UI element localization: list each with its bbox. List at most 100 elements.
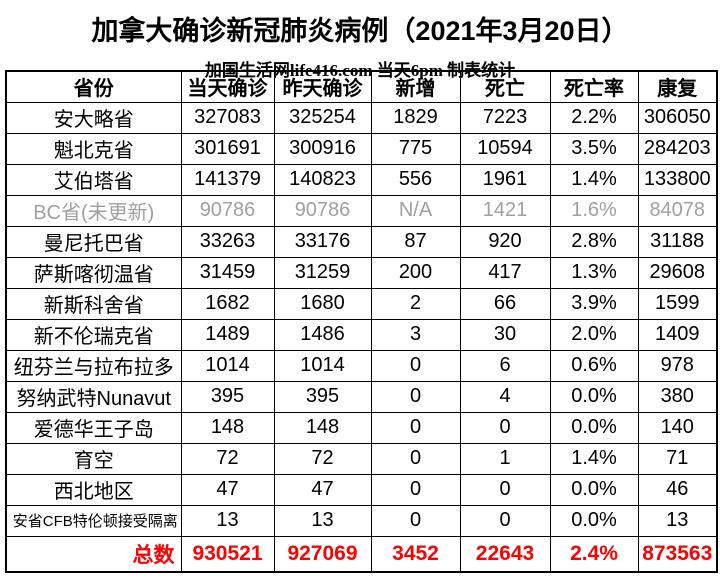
cell-new-cases: 3452 xyxy=(370,535,461,573)
cell-today-confirmed: 148 xyxy=(180,411,275,444)
header-province: 省份 xyxy=(5,70,182,103)
cell-death-rate: 1.4% xyxy=(549,163,639,196)
cell-new-cases: 0 xyxy=(370,504,461,537)
cell-new-cases: 3 xyxy=(370,318,461,351)
cell-province: 魁北克省 xyxy=(5,132,182,165)
cell-death-rate: 1.6% xyxy=(549,194,639,227)
cell-deaths: 0 xyxy=(459,473,551,506)
cell-yesterday-confirmed: 31259 xyxy=(273,256,372,289)
table-row: 魁北克省 301691 300916 775 10594 3.5% 284203 xyxy=(5,132,718,165)
cell-province: 总数 xyxy=(5,535,182,573)
cell-deaths: 4 xyxy=(459,380,551,413)
cell-recovered: 1599 xyxy=(637,287,718,320)
cell-death-rate: 2.4% xyxy=(549,535,639,573)
cell-province: 曼尼托巴省 xyxy=(5,225,182,258)
table-row: 曼尼托巴省 33263 33176 87 920 2.8% 31188 xyxy=(5,225,718,258)
cell-recovered: 46 xyxy=(637,473,718,506)
cell-province: 努纳武特Nunavut xyxy=(5,380,182,413)
cell-recovered: 13 xyxy=(637,504,718,537)
cell-province: 新不伦瑞克省 xyxy=(5,318,182,351)
cell-death-rate: 0.0% xyxy=(549,473,639,506)
cell-yesterday-confirmed: 1680 xyxy=(273,287,372,320)
table-row: 萨斯喀彻温省 31459 31259 200 417 1.3% 29608 xyxy=(5,256,718,289)
cell-death-rate: 0.0% xyxy=(549,380,639,413)
cell-today-confirmed: 327083 xyxy=(180,101,275,134)
cell-deaths: 6 xyxy=(459,349,551,382)
cell-deaths: 22643 xyxy=(459,535,551,573)
table-row: BC省(未更新) 90786 90786 N/A 1421 1.6% 84078 xyxy=(5,194,718,227)
cell-deaths: 1961 xyxy=(459,163,551,196)
cell-province: 爱德华王子岛 xyxy=(5,411,182,444)
cell-yesterday-confirmed: 395 xyxy=(273,380,372,413)
cell-death-rate: 3.9% xyxy=(549,287,639,320)
cell-death-rate: 0.0% xyxy=(549,504,639,537)
cell-deaths: 7223 xyxy=(459,101,551,134)
cell-new-cases: 2 xyxy=(370,287,461,320)
cell-yesterday-confirmed: 325254 xyxy=(273,101,372,134)
table-row: 纽芬兰与拉布拉多 1014 1014 0 6 0.6% 978 xyxy=(5,349,718,382)
cell-today-confirmed: 1489 xyxy=(180,318,275,351)
cell-new-cases: 0 xyxy=(370,349,461,382)
cell-deaths: 417 xyxy=(459,256,551,289)
covid-stats-table: 省份 当天确诊 昨天确诊 新增 死亡 死亡率 康复 安大略省 327083 3252… xyxy=(5,70,718,573)
cell-yesterday-confirmed: 33176 xyxy=(273,225,372,258)
table-row: 安省CFB特伦顿接受隔离 13 13 0 0 0.0% 13 xyxy=(5,504,718,537)
header-yesterday-confirmed: 昨天确诊 xyxy=(273,70,372,103)
cell-recovered: 71 xyxy=(637,442,718,475)
cell-today-confirmed: 33263 xyxy=(180,225,275,258)
cell-death-rate: 0.0% xyxy=(549,411,639,444)
table-row: 艾伯塔省 141379 140823 556 1961 1.4% 133800 xyxy=(5,163,718,196)
cell-new-cases: 0 xyxy=(370,380,461,413)
cell-new-cases: 1829 xyxy=(370,101,461,134)
cell-yesterday-confirmed: 1014 xyxy=(273,349,372,382)
cell-province: 西北地区 xyxy=(5,473,182,506)
cell-deaths: 0 xyxy=(459,411,551,444)
cell-recovered: 1409 xyxy=(637,318,718,351)
cell-recovered: 29608 xyxy=(637,256,718,289)
cell-recovered: 873563 xyxy=(637,535,718,573)
cell-recovered: 31188 xyxy=(637,225,718,258)
cell-today-confirmed: 301691 xyxy=(180,132,275,165)
cell-province: 纽芬兰与拉布拉多 xyxy=(5,349,182,382)
cell-recovered: 284203 xyxy=(637,132,718,165)
cell-province: 安大略省 xyxy=(5,101,182,134)
cell-today-confirmed: 72 xyxy=(180,442,275,475)
cell-recovered: 306050 xyxy=(637,101,718,134)
cell-death-rate: 3.5% xyxy=(549,132,639,165)
cell-new-cases: 775 xyxy=(370,132,461,165)
cell-province: 育空 xyxy=(5,442,182,475)
cell-yesterday-confirmed: 300916 xyxy=(273,132,372,165)
page-title: 加拿大确诊新冠肺炎病例（2021年3月20日） xyxy=(91,16,629,46)
table-row: 西北地区 47 47 0 0 0.0% 46 xyxy=(5,473,718,506)
table-row: 新斯科舍省 1682 1680 2 66 3.9% 1599 xyxy=(5,287,718,320)
table-body: 安大略省 327083 325254 1829 7223 2.2% 306050 魁北克省 30… xyxy=(5,101,718,573)
cell-deaths: 1421 xyxy=(459,194,551,227)
table-row: 新不伦瑞克省 1489 1486 3 30 2.0% 1409 xyxy=(5,318,718,351)
cell-new-cases: 0 xyxy=(370,411,461,444)
table-header-row: 省份 当天确诊 昨天确诊 新增 死亡 死亡率 康复 xyxy=(5,70,718,103)
cell-today-confirmed: 930521 xyxy=(180,535,275,573)
header-recovered: 康复 xyxy=(637,70,718,103)
cell-deaths: 0 xyxy=(459,504,551,537)
cell-new-cases: 0 xyxy=(370,473,461,506)
cell-yesterday-confirmed: 1486 xyxy=(273,318,372,351)
cell-recovered: 133800 xyxy=(637,163,718,196)
header-death-rate: 死亡率 xyxy=(549,70,639,103)
cell-recovered: 140 xyxy=(637,411,718,444)
header-deaths: 死亡 xyxy=(459,70,551,103)
cell-province: 安省CFB特伦顿接受隔离 xyxy=(5,504,182,537)
cell-province: BC省(未更新) xyxy=(5,194,182,227)
cell-new-cases: N/A xyxy=(370,194,461,227)
cell-today-confirmed: 1014 xyxy=(180,349,275,382)
cell-death-rate: 1.4% xyxy=(549,442,639,475)
cell-recovered: 978 xyxy=(637,349,718,382)
cell-yesterday-confirmed: 47 xyxy=(273,473,372,506)
cell-death-rate: 0.6% xyxy=(549,349,639,382)
cell-today-confirmed: 47 xyxy=(180,473,275,506)
cell-death-rate: 2.2% xyxy=(549,101,639,134)
cell-death-rate: 2.8% xyxy=(549,225,639,258)
cell-province: 艾伯塔省 xyxy=(5,163,182,196)
table-row: 安大略省 327083 325254 1829 7223 2.2% 306050 xyxy=(5,101,718,134)
table-row: 育空 72 72 0 1 1.4% 71 xyxy=(5,442,718,475)
